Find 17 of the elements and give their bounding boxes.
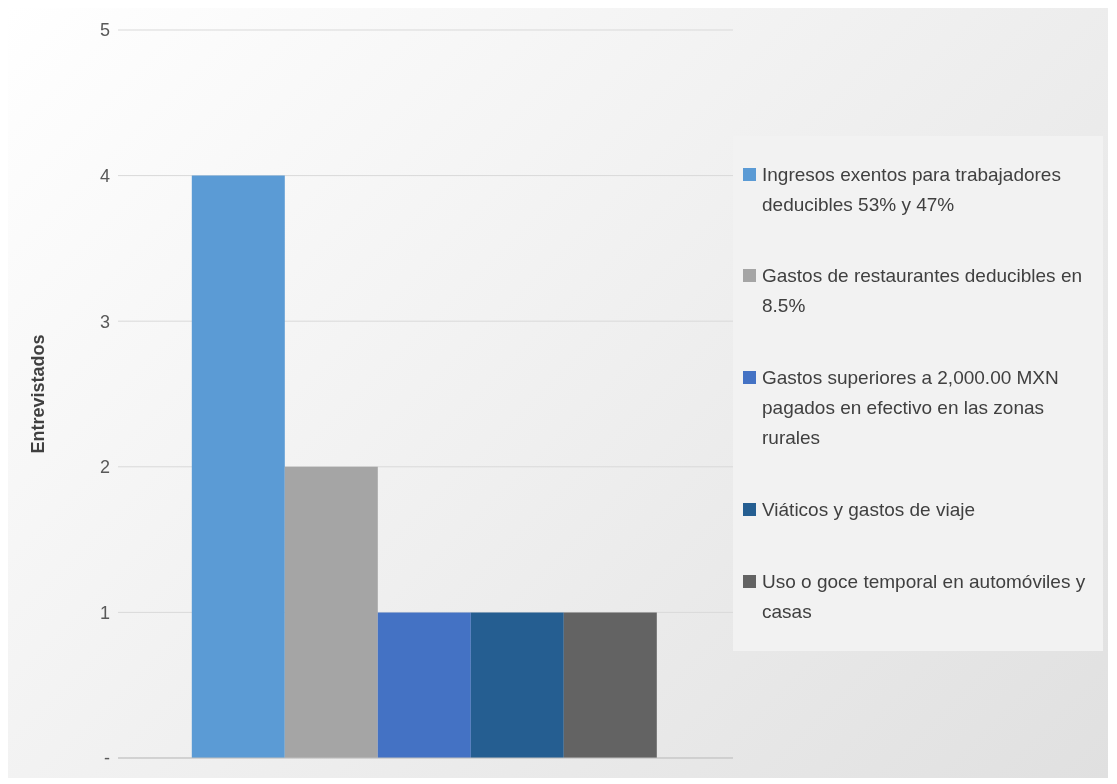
y-tick-label: 4 [99,165,110,186]
bar [470,612,564,758]
y-axis-title: Entrevistados [28,334,49,454]
legend-label: Viáticos y gastos de viaje [762,497,975,522]
y-tick-label: 3 [99,311,110,332]
y-tick-label: - [104,748,110,769]
legend-label: Gastos superiores a 2,000.00 MXN pagados en efectivo en las zonas rurales [762,366,1060,450]
bar [377,612,471,758]
bar [563,612,657,758]
legend-label: Uso o goce temporal en automóviles y casas [762,569,1087,624]
y-tick-label: 5 [99,20,110,41]
legend-label: Gastos de restaurantes deducibles en 8.5% [762,264,1084,319]
legend-label: Ingresos exentos para trabajadores deducibles 53% y 47% [762,162,1062,217]
y-tick-label: 2 [99,457,110,478]
bar [284,466,378,758]
y-tick-label: 1 [99,602,110,623]
bar [191,175,285,758]
